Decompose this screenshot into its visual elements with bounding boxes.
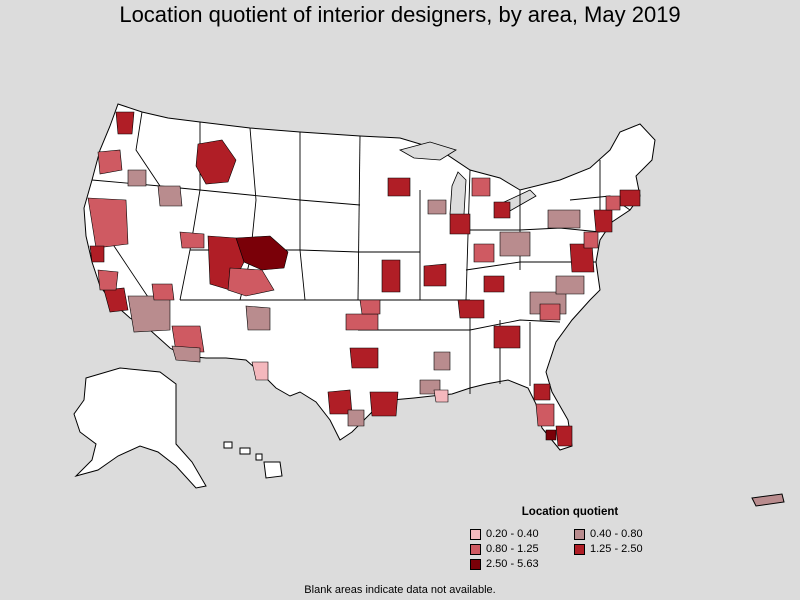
- area-montana: [195, 139, 237, 185]
- puerto-rico: [751, 493, 785, 507]
- area-tampa: [535, 403, 555, 427]
- shaded-areas: [87, 111, 641, 447]
- area-boston: [619, 189, 641, 207]
- area-utah: [179, 231, 205, 249]
- legend-label: 0.80 - 1.25: [486, 543, 539, 555]
- area-bend: [127, 169, 147, 187]
- area-colorado-south: [227, 267, 275, 297]
- area-mn: [387, 177, 411, 197]
- area-arizona: [127, 295, 171, 333]
- area-new-orleans: [433, 389, 449, 403]
- area-abq: [245, 305, 271, 331]
- legend-swatch: [574, 528, 585, 540]
- legend-label: 0.20 - 0.40: [486, 528, 539, 540]
- legend-label: 1.25 - 2.50: [590, 543, 643, 555]
- area-charlotte: [539, 303, 561, 321]
- legend-swatch: [574, 543, 585, 555]
- area-naples: [545, 429, 557, 441]
- area-ks-kc: [381, 259, 401, 293]
- alaska: [73, 367, 207, 489]
- area-detroit: [493, 201, 511, 219]
- hawaii: [223, 441, 283, 479]
- legend-item: 2.50 - 5.63: [470, 558, 574, 570]
- legend-item: 1.25 - 2.50: [574, 543, 684, 555]
- area-tx-mid: [347, 409, 365, 427]
- area-ohio: [499, 231, 531, 257]
- area-philly: [583, 231, 599, 249]
- area-tulsa: [359, 299, 381, 315]
- area-sf: [89, 245, 105, 263]
- area-oregon: [97, 149, 123, 175]
- legend-title: Location quotient: [521, 506, 619, 518]
- legend-grid: 0.20 - 0.40 0.40 - 0.80 0.80 - 1.25 1.25…: [470, 528, 690, 570]
- lake-superior: [398, 141, 457, 161]
- area-seattle: [115, 111, 135, 135]
- legend-label: 0.40 - 0.80: [590, 528, 643, 540]
- area-ct: [605, 195, 621, 211]
- area-nm: [151, 283, 175, 301]
- footnote: Blank areas indicate data not available.: [304, 584, 496, 596]
- area-ky: [483, 275, 505, 293]
- area-pa: [547, 209, 581, 229]
- area-jacksonville: [533, 383, 551, 401]
- legend-item: 0.20 - 0.40: [470, 528, 574, 540]
- area-ms: [433, 351, 451, 371]
- area-el-paso: [251, 361, 269, 381]
- legend-item: 0.40 - 0.80: [574, 528, 684, 540]
- legend-swatch: [470, 543, 481, 555]
- area-nashville: [457, 299, 485, 319]
- area-norcal: [87, 197, 129, 249]
- legend-swatch: [470, 528, 481, 540]
- map-title: Location quotient of interior designers,…: [119, 2, 681, 27]
- area-tucson: [171, 325, 205, 353]
- area-miami: [555, 425, 573, 447]
- area-socal: [97, 269, 119, 291]
- area-ok: [345, 313, 379, 331]
- area-atlanta: [493, 325, 521, 349]
- area-wi: [427, 199, 447, 215]
- area-chicago: [449, 213, 471, 235]
- area-houston: [369, 391, 399, 417]
- legend-label: 2.50 - 5.63: [486, 558, 539, 570]
- area-va: [555, 275, 585, 295]
- area-la: [103, 287, 129, 313]
- area-stlouis: [423, 263, 447, 287]
- legend-item: 0.80 - 1.25: [470, 543, 574, 555]
- area-dallas: [349, 347, 379, 369]
- area-ny: [593, 209, 613, 233]
- area-mi: [471, 177, 491, 197]
- legend-swatch: [470, 558, 481, 570]
- area-indy: [473, 243, 495, 263]
- area-phoenix-s: [171, 345, 201, 363]
- legend: Location quotient 0.20 - 0.40 0.40 - 0.8…: [470, 506, 690, 570]
- area-boise: [157, 185, 183, 207]
